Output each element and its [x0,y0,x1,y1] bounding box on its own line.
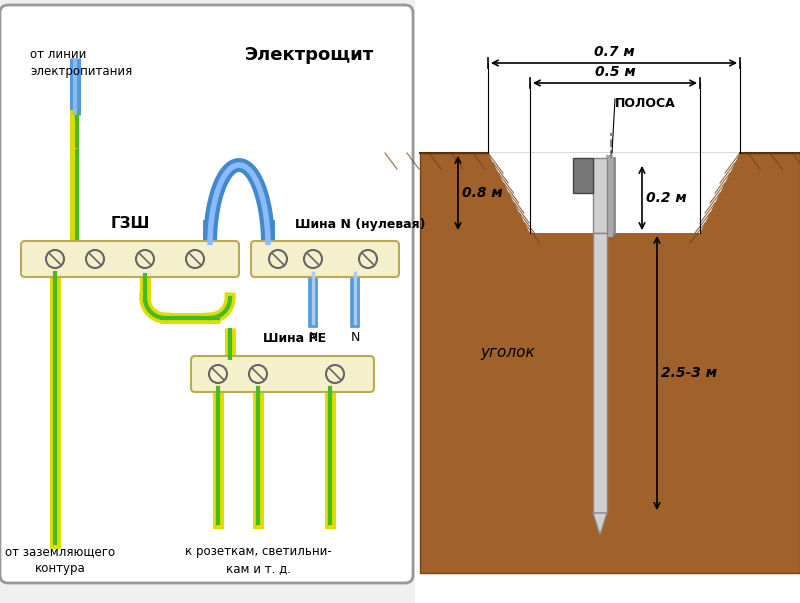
Bar [573,158,593,193]
Polygon shape [488,153,740,233]
FancyBboxPatch shape [21,241,239,277]
Text: 0.8 м: 0.8 м [462,186,502,200]
Text: Электрощит: Электрощит [246,46,374,64]
Text: N: N [308,331,318,344]
Text: к розеткам, светильни-
кам и т. д.: к розеткам, светильни- кам и т. д. [185,545,331,575]
Text: Шина РЕ: Шина РЕ [263,332,326,345]
Text: 0.7 м: 0.7 м [594,45,634,59]
Text: ГЗШ: ГЗШ [110,216,150,231]
Bar [593,233,607,513]
Text: уголок: уголок [480,346,534,361]
Bar [415,0,800,603]
Text: N: N [350,331,360,344]
Text: от линии
электропитания: от линии электропитания [30,48,132,78]
Bar [420,153,800,573]
Text: Шина N (нулевая): Шина N (нулевая) [294,218,426,231]
FancyBboxPatch shape [191,356,374,392]
Polygon shape [593,513,607,535]
Bar [593,158,607,233]
Text: от заземляющего
контура: от заземляющего контура [5,545,115,575]
Text: 0.5 м: 0.5 м [594,65,635,79]
Text: 0.2 м: 0.2 м [646,191,686,205]
FancyBboxPatch shape [0,5,413,583]
Text: ПОЛОСА: ПОЛОСА [615,97,676,110]
Text: 2.5-3 м: 2.5-3 м [661,366,717,380]
FancyBboxPatch shape [251,241,399,277]
